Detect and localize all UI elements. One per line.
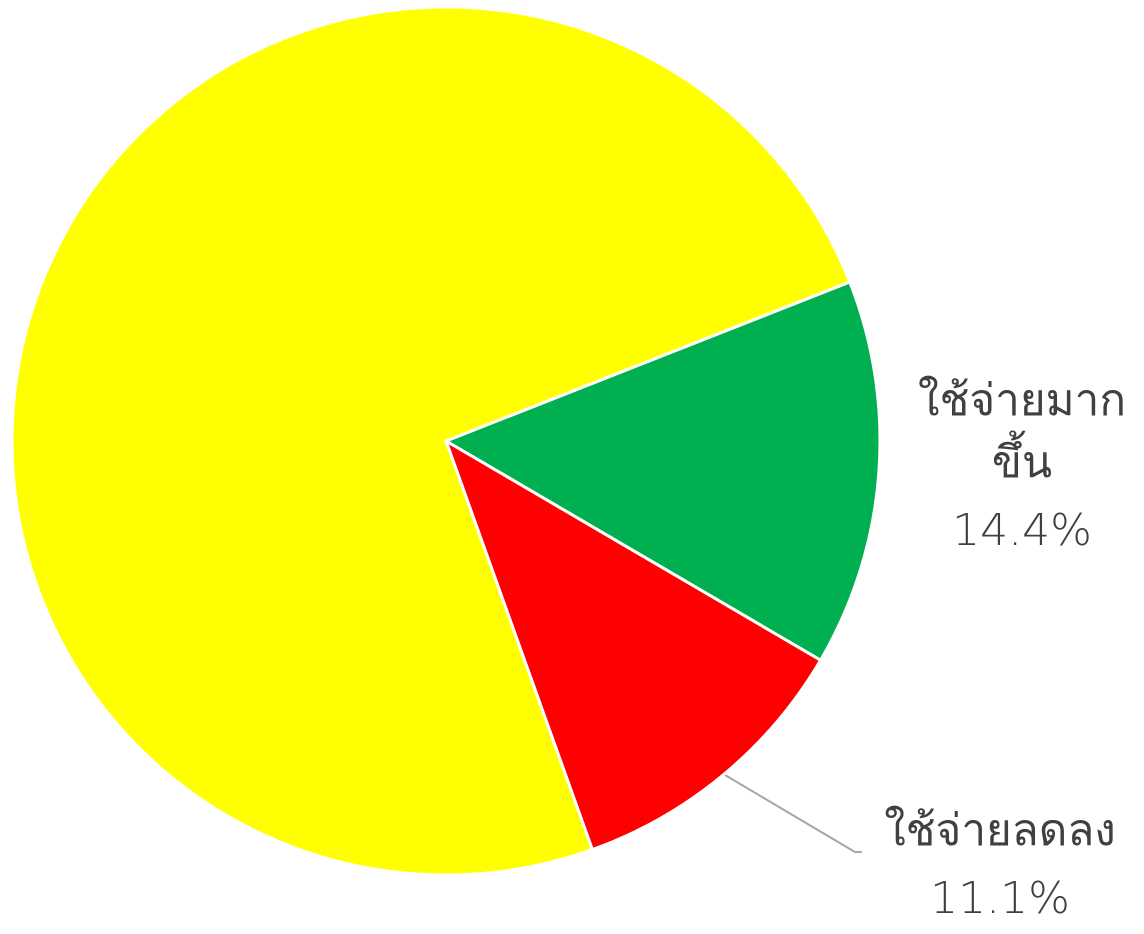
slice-value-label: 14.4% [952, 505, 1092, 556]
pie-slice [442, 279, 882, 663]
pie-slice [443, 437, 823, 852]
slice-label: ใช้จ่ายลดลง [884, 805, 1116, 856]
slice-label: ใช้จ่ายมากขึ้น [918, 375, 1126, 488]
leader-line [724, 774, 862, 853]
slice-value-label: 11.1% [930, 873, 1070, 924]
pie-slice [10, 5, 852, 877]
